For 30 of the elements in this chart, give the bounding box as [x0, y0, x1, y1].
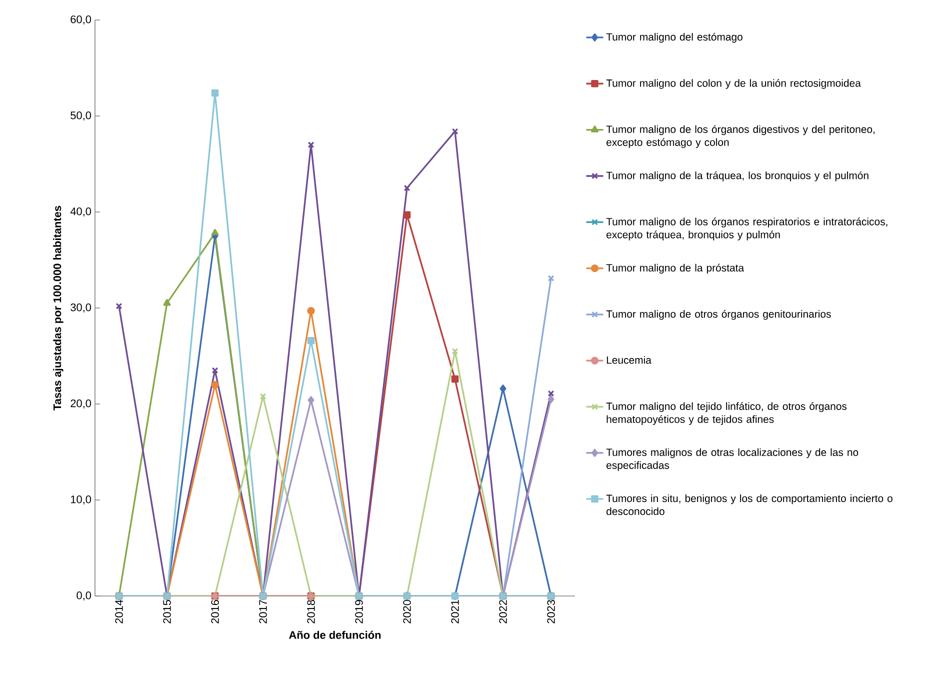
legend-label: Tumor maligno de la tráquea, los bronquios y el pulmón	[606, 171, 868, 182]
x-tick-label: 2016	[211, 600, 219, 624]
x-tick-label: 2014	[115, 600, 123, 624]
legend-label: Tumor maligno del colon y de la unión rectosigmoidea	[606, 79, 861, 89]
x-tick-label: 2015	[163, 600, 171, 624]
x-axis-title: Año de defunción	[289, 630, 381, 639]
y-tick-label: 10,0	[70, 495, 92, 505]
legend-label: Tumor maligno de la próstata	[606, 264, 744, 274]
x-tick-label: 2018	[307, 600, 315, 624]
x-tick-label: 2019	[355, 600, 363, 624]
legend-label: Tumor maligno del tejido linfático, de otros órganos hematopoyéticos y de tejidos afines	[606, 402, 847, 425]
legend-label: Tumores malignos de otras localizaciones y de las no especificadas	[606, 448, 858, 472]
legend-label: Tumores in situ, benignos y los de comportamiento incierto o desconocido	[606, 494, 892, 516]
x-tick-label: 2023	[547, 600, 555, 624]
y-tick-label: 50,0	[70, 111, 92, 121]
y-tick-label: 0,0	[76, 591, 92, 601]
y-tick-label: 60,0	[70, 15, 92, 25]
legend-label: Tumor maligno de otros órganos genitourinarios	[606, 310, 831, 320]
x-tick-label: 2021	[451, 600, 459, 624]
y-tick-label: 40,0	[70, 207, 92, 217]
y-tick-label: 20,0	[70, 399, 92, 409]
x-tick-label: 2022	[499, 600, 507, 624]
x-tick-label: 2020	[403, 600, 411, 624]
x-tick-label: 2017	[259, 600, 267, 624]
legend-label: Tumor maligno del estómago	[606, 32, 742, 43]
legend-label: Leucemia	[606, 356, 652, 364]
y-tick-label: 30,0	[70, 303, 92, 313]
legend-label: Tumor maligno de los órganos digestivos y del peritoneo, excepto estómago y colon	[606, 125, 874, 148]
legend-label: Tumor maligno de los órganos respiratorios e intratorácicos, excepto tráquea, bronquios y pulmón	[606, 218, 888, 240]
y-axis-title: Tasas ajustadas por 100.000 habitantes	[53, 206, 64, 410]
